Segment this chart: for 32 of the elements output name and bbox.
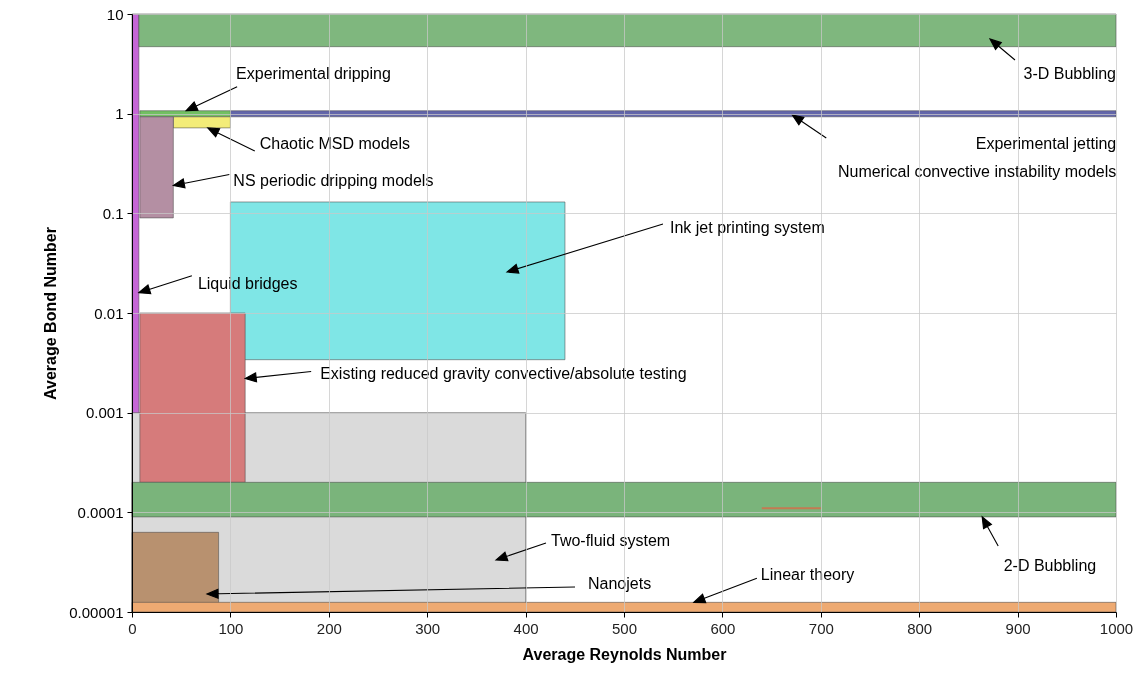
y-tick-label: 0.00001 (69, 603, 124, 621)
x-tick-label: 600 (710, 619, 736, 637)
annotation: Experimental jetting Numerical convective instability models (837, 134, 1117, 180)
annotation: Two-fluid system (551, 532, 671, 549)
x-tick-label: 700 (808, 619, 834, 637)
y-tick-label: 0.0001 (77, 503, 124, 521)
annotation: Experimental dripping (236, 64, 391, 82)
x-tick-label: 1000 (1099, 619, 1134, 637)
annotation: Chaotic MSD models (259, 134, 411, 152)
x-tick-label: 400 (513, 619, 539, 637)
annotation: NS periodic dripping models (233, 171, 434, 189)
annotation: Ink jet printing system (670, 219, 825, 236)
x-tick-label: 500 (611, 619, 638, 637)
x-tick-label: 100 (218, 619, 244, 637)
y-tick-label: 1 (115, 105, 124, 123)
annotation: 2-D Bubbling (1003, 556, 1097, 574)
y-tick-label: 0.001 (85, 404, 124, 422)
x-tick-label: 800 (907, 619, 933, 637)
x-tick-label: 200 (316, 619, 342, 637)
annotation: Existing reduced gravity convective/absolute testing (320, 364, 687, 382)
y-tick-label: 0.01 (94, 304, 124, 322)
x-tick-label: 300 (415, 619, 441, 637)
x-tick-label: 0 (128, 619, 137, 637)
y-tick-label: 0.1 (102, 204, 124, 222)
y-tick-label: 10 (106, 5, 124, 23)
y-axis-title: Average Bond Number (42, 227, 60, 400)
x-tick-label: 900 (1005, 619, 1031, 637)
x-axis-title: Average Reynolds Number (522, 645, 727, 663)
annotation: Liquid bridges (197, 274, 298, 292)
annotation: Nanojets (588, 575, 652, 592)
annotation: 3-D Bubbling (1023, 65, 1116, 82)
annotation: Linear theory (760, 566, 855, 584)
